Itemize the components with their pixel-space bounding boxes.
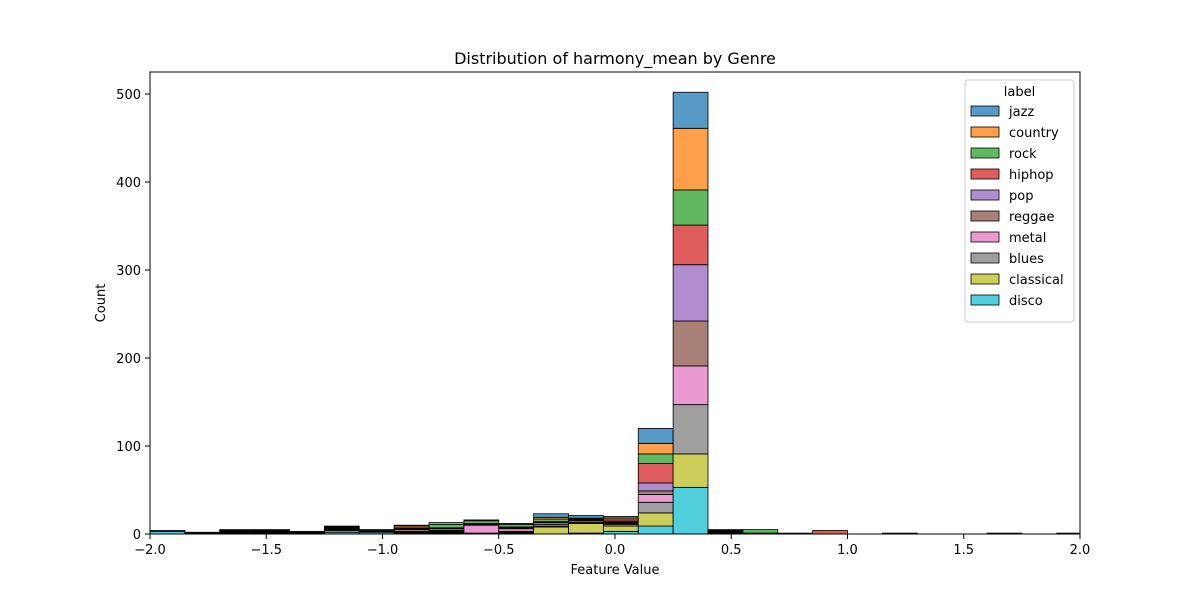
bar-segment-classical: [672, 453, 709, 488]
legend-label-classical: classical: [1009, 273, 1064, 288]
legend-label-metal: metal: [1009, 231, 1046, 246]
x-tick-label: −1.0: [367, 543, 399, 558]
bar-segment-jazz: [184, 531, 221, 534]
legend-label-hiphop: hiphop: [1009, 168, 1054, 183]
bar-segment-rock: [428, 523, 465, 529]
legend-swatch-country: [970, 126, 1000, 138]
x-axis-label: Feature Value: [571, 563, 660, 578]
chart-title: Distribution of harmony_mean by Genre: [454, 49, 776, 69]
legend-swatch-blues: [970, 252, 1000, 264]
bar-segment-country: [463, 519, 500, 522]
bar-segment-jazz: [254, 529, 290, 531]
legend-swatch-jazz: [970, 105, 1000, 117]
x-tick-label: −0.5: [483, 543, 515, 558]
legend-swatch-classical: [970, 273, 1000, 285]
x-tick-label: 1.5: [953, 543, 974, 558]
bar-segment-pop: [672, 264, 709, 322]
bar-segment-jazz: [289, 530, 325, 533]
plot-bars: [149, 91, 1081, 535]
y-tick-label: 500: [116, 88, 141, 103]
legend-label-disco: disco: [1009, 294, 1043, 309]
x-tick-label: −2.0: [134, 543, 166, 558]
bar-segment-hiphop: [637, 463, 674, 484]
bar-segment-jazz: [533, 513, 569, 518]
bar-segment-jazz: [393, 524, 430, 527]
bar-segment-reggae: [149, 530, 186, 532]
bar-segment-jazz: [672, 91, 709, 129]
bar-segment-rock: [637, 453, 674, 465]
y-tick-label: 100: [116, 440, 141, 455]
bar-segment-metal: [672, 365, 709, 406]
bar-segment-jazz: [637, 427, 674, 444]
bar-segment-blues: [672, 404, 709, 455]
x-tick-label: 0.5: [721, 543, 742, 558]
bar-segment-country: [498, 523, 535, 525]
bar-segment-jazz: [568, 515, 604, 519]
bar-segment-rock: [742, 529, 779, 534]
bar-segment-country: [672, 127, 709, 191]
bar-segment-classical: [637, 512, 674, 527]
y-axis-label: Count: [94, 284, 109, 323]
y-tick-label: 200: [116, 352, 141, 367]
bar-segment-disco: [672, 486, 709, 535]
legend-label-rock: rock: [1009, 147, 1037, 162]
bar-segment-jazz: [323, 525, 360, 528]
bar-segment-disco: [637, 525, 674, 535]
legend-swatch-disco: [970, 294, 1000, 306]
bar-segment-classical: [602, 525, 639, 532]
bar-segment-reggae: [637, 490, 674, 495]
x-tick-label: 1.0: [837, 543, 858, 558]
plot-frame: [149, 71, 1081, 535]
bar-segment-jazz: [602, 516, 639, 519]
bar-segment-hiphop: [812, 530, 848, 535]
bar-segment-jazz: [707, 529, 744, 531]
legend-swatch-pop: [970, 189, 1000, 201]
x-tick-label: 2.0: [1070, 543, 1091, 558]
bar-segment-classical: [568, 523, 604, 534]
legend-label-jazz: jazz: [1008, 105, 1034, 120]
bar-segment-pop: [637, 482, 674, 492]
bar-segment-metal: [637, 493, 674, 503]
x-tick-label: 0.0: [605, 543, 626, 558]
bar-segment-jazz: [358, 529, 395, 531]
legend-swatch-reggae: [970, 210, 1000, 222]
bar-segment-jazz: [219, 529, 256, 531]
bar-segment-classical: [533, 526, 569, 535]
legend: label jazz country rock hiphop pop reggae metal…: [964, 79, 1075, 323]
bar-segment-metal: [463, 524, 500, 534]
y-axis: 0 100 200 300 400 500: [116, 88, 150, 543]
y-tick-label: 0: [133, 528, 141, 543]
legend-label-country: country: [1009, 126, 1059, 141]
bar-segment-country: [428, 522, 465, 525]
legend-swatch-metal: [970, 231, 1000, 243]
bar-segment-reggae: [672, 320, 709, 367]
bar-segment-blues: [637, 501, 674, 514]
legend-title: label: [1004, 85, 1035, 100]
y-tick-label: 300: [116, 264, 141, 279]
legend-label-pop: pop: [1009, 189, 1033, 204]
bar-segment-rock: [672, 189, 709, 226]
x-axis: −2.0 −1.5 −1.0 −0.5 0.0 0.5 1.0 1.5 2.0: [134, 534, 1090, 558]
bar-segment-country: [637, 442, 674, 455]
y-tick-label: 400: [116, 176, 141, 191]
legend-label-reggae: reggae: [1009, 210, 1055, 225]
bar-segment-hiphop: [672, 224, 709, 266]
legend-label-blues: blues: [1009, 252, 1044, 267]
x-tick-label: −1.5: [250, 543, 282, 558]
legend-swatch-hiphop: [970, 168, 1000, 180]
legend-swatch-rock: [970, 147, 1000, 159]
